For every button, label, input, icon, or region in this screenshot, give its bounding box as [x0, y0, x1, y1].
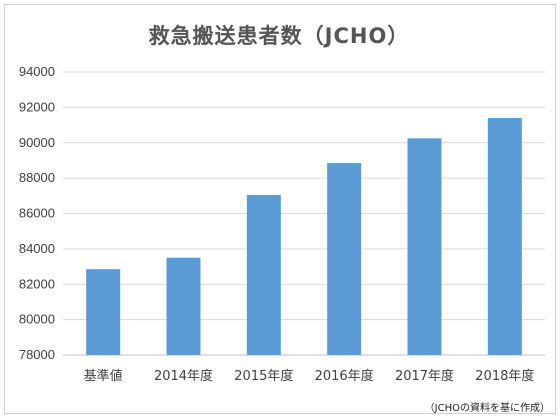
x-category-label: 2015年度 [234, 368, 293, 384]
bar [407, 138, 442, 355]
bar [487, 117, 522, 355]
y-tick-label: 84000 [19, 241, 55, 256]
bar [327, 163, 362, 355]
bar [86, 269, 121, 355]
x-category-label: 2017年度 [395, 368, 454, 384]
y-tick-label: 94000 [19, 64, 55, 79]
y-tick-label: 78000 [19, 347, 55, 362]
y-tick-label: 88000 [19, 170, 55, 185]
x-category-label: 2016年度 [315, 368, 374, 384]
x-category-label: 2018年度 [475, 368, 534, 384]
y-tick-label: 82000 [19, 276, 55, 291]
chart-title: 救急搬送患者数（JCHO） [148, 24, 410, 48]
y-tick-label: 92000 [19, 99, 55, 114]
y-tick-label: 86000 [19, 206, 55, 221]
x-category-label: 基準値 [84, 368, 123, 384]
y-tick-label: 80000 [19, 312, 55, 327]
bar [246, 194, 281, 355]
x-category-label: 2014年度 [154, 368, 213, 384]
source-note: （JCHOの資料を基に作成） [424, 403, 550, 414]
y-tick-label: 90000 [19, 135, 55, 150]
bar [166, 257, 201, 355]
